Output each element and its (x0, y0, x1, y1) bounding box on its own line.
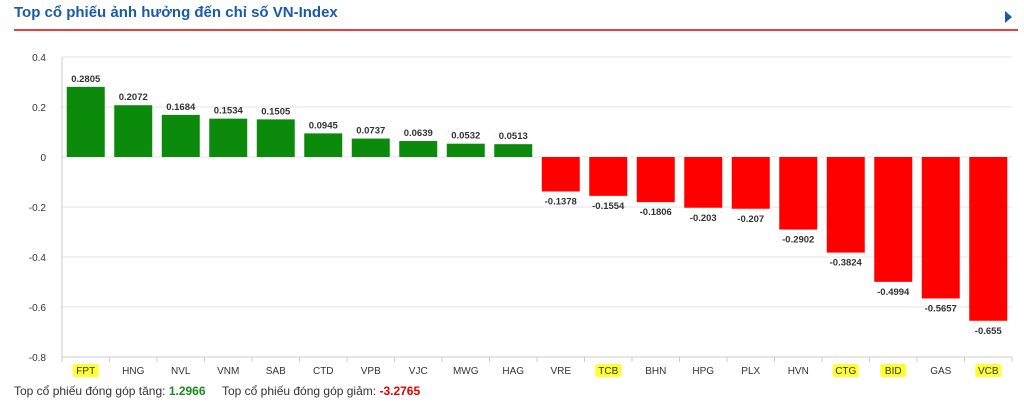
bar-ctd (304, 133, 343, 157)
y-tick-label: 0.2 (32, 103, 46, 114)
x-tick-label: VJC (409, 366, 428, 377)
value-label: -0.5657 (925, 303, 957, 314)
x-tick-label: VPB (361, 366, 381, 377)
value-label: -0.207 (737, 214, 764, 225)
value-label: 0.1505 (261, 106, 291, 117)
x-tick-label: NVL (171, 366, 191, 377)
bar-bhn (636, 157, 675, 203)
y-tick-label: 0 (40, 153, 46, 164)
value-label: -0.203 (690, 213, 717, 224)
bar-hpg (684, 157, 723, 208)
category-highlight (595, 364, 622, 377)
y-tick-label: -0.2 (29, 203, 47, 214)
bar-hvn (779, 157, 818, 230)
bar-bid (874, 157, 913, 282)
bar-hag (494, 144, 533, 157)
value-label: 0.1534 (214, 106, 244, 117)
x-tick-label: HNG (122, 366, 144, 377)
x-tick-label: BHN (645, 366, 666, 377)
y-tick-label: -0.6 (29, 303, 47, 314)
x-tick-label: GAS (930, 366, 951, 377)
x-tick-label: HVN (788, 366, 809, 377)
play-arrow-icon[interactable] (1005, 11, 1012, 23)
x-tick-label: HAG (502, 366, 524, 377)
category-highlight (975, 364, 1002, 377)
up-summary-label: Top cổ phiếu đóng góp tăng: (14, 384, 166, 398)
value-label: -0.4994 (877, 287, 910, 298)
bar-hng (114, 105, 153, 157)
bar-chart: 0.4 0.2 0 -0.2 -0.4 -0.6 -0.8 0.2805 FPT 0.2072 HN… (29, 53, 1013, 377)
value-label: 0.0945 (309, 120, 339, 131)
y-tick-label: -0.4 (29, 253, 47, 264)
down-summary-label: Top cổ phiếu đóng góp giảm: (221, 384, 377, 398)
bar-fpt (66, 86, 105, 157)
chart-title: Top cổ phiếu ảnh hưởng đến chỉ số VN-Ind… (14, 4, 338, 21)
x-tick-label: VNM (217, 366, 239, 377)
x-tick-label: FPT (76, 366, 95, 377)
bar-gas (921, 157, 960, 299)
header-divider (14, 29, 1018, 31)
x-tick-label: CTG (835, 366, 856, 377)
value-label: -0.1554 (592, 201, 625, 212)
category-highlight (72, 364, 99, 377)
y-tick-label: -0.8 (29, 353, 47, 364)
bar-tcb (589, 157, 628, 196)
x-tick-label: PLX (741, 366, 760, 377)
y-tick-label: 0.4 (32, 53, 46, 64)
bar-vpb (351, 138, 390, 157)
bar-sab (256, 119, 295, 157)
bar-ctg (826, 157, 865, 253)
bar-plx (731, 157, 770, 209)
chart-header: Top cổ phiếu ảnh hưởng đến chỉ số VN-Ind… (0, 0, 1024, 32)
x-tick-label: MWG (453, 366, 479, 377)
value-label: -0.3824 (830, 258, 863, 269)
bar-vcb (969, 157, 1008, 321)
x-tick-label: SAB (266, 366, 286, 377)
bar-nvl (161, 114, 200, 157)
value-label: 0.0737 (356, 126, 385, 137)
summary-footer: Top cổ phiếu đóng góp tăng: 1.2966 Top c… (14, 384, 420, 398)
value-label: 0.2072 (119, 92, 148, 103)
x-tick-label: VRE (550, 366, 571, 377)
x-tick-label: BID (885, 366, 902, 377)
value-label: -0.1806 (640, 207, 672, 218)
value-label: 0.0513 (499, 131, 528, 142)
value-label: -0.655 (975, 326, 1003, 337)
x-tick-label: CTD (313, 366, 334, 377)
up-summary-value: 1.2966 (168, 384, 206, 398)
category-highlight (832, 364, 859, 377)
down-summary-value: -3.2765 (379, 384, 421, 398)
bar-vjc (399, 141, 438, 157)
category-highlight (880, 364, 907, 377)
bar-vnm (209, 118, 248, 157)
value-label: 0.0639 (404, 128, 433, 139)
value-label: -0.2902 (782, 235, 814, 246)
value-label: 0.0532 (451, 131, 480, 142)
x-tick-label: HPG (692, 366, 714, 377)
bar-mwg (446, 143, 485, 157)
x-tick-label: TCB (598, 366, 618, 377)
value-label: -0.1378 (545, 196, 577, 207)
x-tick-label: VCB (978, 366, 999, 377)
bar-vre (541, 157, 580, 192)
value-label: 0.1684 (166, 102, 196, 113)
value-label: 0.2805 (71, 74, 101, 85)
